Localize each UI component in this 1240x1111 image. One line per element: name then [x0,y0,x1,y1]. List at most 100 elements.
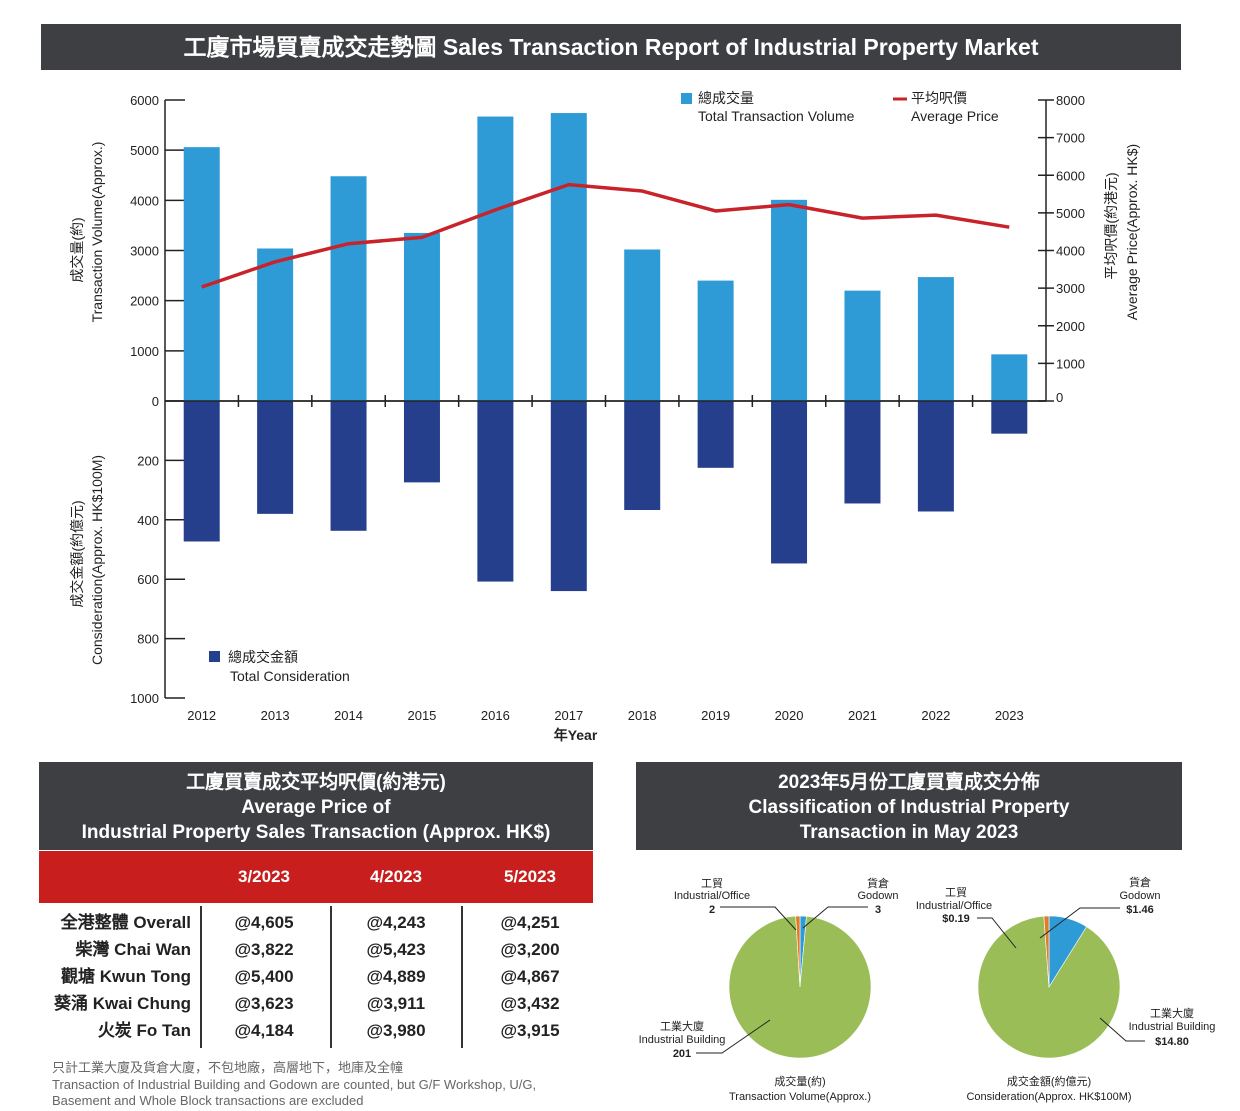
pie-value: 2 [709,904,715,916]
chart-title: 工廈市場買賣成交走勢圖 Sales Transaction Report of … [41,24,1181,70]
classification-title-en1: Classification of Industrial Property [748,797,1070,818]
legend-swatch-consideration [209,651,220,662]
price-cell: @4,243 [366,913,426,932]
x-tick-label: 2021 [848,708,877,723]
bar-volume [257,248,294,401]
y-tick-label: 600 [137,572,159,587]
pie-title-en: Transaction Volume(Approx.) [729,1091,871,1103]
bar-consideration [330,401,367,531]
legend-swatch-volume [681,93,692,104]
x-tick-label: 2019 [701,708,730,723]
bar-consideration [403,401,440,483]
y-tick-label: 0 [152,394,159,409]
table-row: 柴灣 Chai Wan @3,822 @5,423 @3,200 [39,936,593,963]
price-cell: @3,980 [366,1021,426,1040]
y-tick-label: 2000 [130,294,159,309]
pie-label-zh: 貨倉 [1129,875,1151,889]
district-name: 柴灣 Chai Wan [75,940,191,959]
bar-consideration [477,401,514,582]
x-tick-label: 2014 [334,708,363,723]
price-cell: @3,432 [500,994,560,1013]
pie-slice [795,915,801,988]
table-row: 葵涌 Kwai Chung @3,623 @3,911 @3,432 [39,990,593,1017]
pie-label-zh: 工貿 [945,886,967,899]
y-tick-label: 800 [137,632,159,647]
bar-volume [624,249,661,401]
district-name: 觀塘 Kwun Tong [61,967,191,986]
legend-price-zh: 平均呎價 [911,90,967,106]
footnote-zh: 只計工業大廈及貨倉大廈，不包地廠，高層地下，地庫及全幢 [52,1060,404,1075]
price-table-title-en1: Average Price of [241,797,391,818]
pie-value: $14.80 [1155,1036,1189,1048]
line-average-price [201,182,1010,289]
bar-consideration [991,401,1028,434]
column-divider [200,906,202,1048]
bar-volume [697,280,734,401]
y-tick-label: 200 [137,453,159,468]
column-header: 3/2023 [238,867,290,886]
price-cell: @3,623 [234,994,294,1013]
pie-label-zh: 工業大廈 [1150,1006,1194,1020]
pie-value: 201 [673,1048,691,1060]
price-cell: @3,822 [234,940,294,959]
y-tick-label: 5000 [130,143,159,158]
x-tick-label: 2015 [407,708,436,723]
x-tick-label: 2016 [481,708,510,723]
price-cell: @3,200 [500,940,560,959]
bar-volume [477,116,514,402]
bar-volume [771,199,808,401]
bar-consideration [917,401,954,512]
x-tick-label: 2017 [554,708,583,723]
classification-title: 2023年5月份工廈買賣成交分佈 Classification of Indus… [636,762,1182,850]
price-cell: @4,184 [234,1021,294,1040]
pie-leader [1039,907,1120,939]
x-tick-label: 2013 [261,708,290,723]
pie-label-en: Industrial Building [639,1034,726,1046]
bar-consideration [771,401,808,564]
bar-volume [403,232,440,401]
column-divider [330,906,332,1048]
bar-consideration [257,401,294,514]
pie-label-en: Industrial/Office [916,900,992,912]
legend-volume-en: Total Transaction Volume [698,108,855,124]
y-right-title-en: Average Price(Approx. HK$) [1124,144,1140,320]
bar-consideration [550,401,587,592]
y-right-tick-label: 5000 [1056,206,1085,221]
district-name: 葵涌 Kwai Chung [54,994,191,1013]
pie-leader [977,917,1017,949]
pie-leader [720,906,797,931]
pie-label-en: Godown [1120,890,1161,902]
y-bottom-title-zh: 成交金額(約億元) [69,500,85,607]
pie-label-en: Godown [858,890,899,902]
table-row: 火炭 Fo Tan @4,184 @3,980 @3,915 [39,1017,593,1044]
district-name: 火炭 Fo Tan [97,1021,191,1040]
y-tick-label: 6000 [130,93,159,108]
column-divider [461,906,463,1048]
pie-slice [728,915,872,1059]
pie-title-zh: 成交量(約) [774,1074,825,1088]
legend-consideration-zh: 總成交金額 [228,649,298,665]
bar-consideration [844,401,881,504]
price-table-title: 工廈買賣成交平均呎價(約港元) Average Price of Industr… [39,762,593,850]
price-cell: @5,400 [234,967,294,986]
pie-value: 3 [875,904,881,916]
price-cell: @5,423 [366,940,426,959]
y-tick-label: 4000 [130,193,159,208]
price-cell: @4,251 [500,913,560,932]
legend-price-en: Average Price [911,108,999,124]
x-tick-label: 2012 [187,708,216,723]
y-right-tick-label: 3000 [1056,281,1085,296]
pie-title-zh: 成交金額(約億元) [1007,1074,1091,1088]
x-tick-label: 2018 [628,708,657,723]
price-table-title-zh: 工廈買賣成交平均呎價(約港元) [186,772,446,793]
bar-volume [183,147,220,401]
y-right-title-zh: 平均呎價(約港元) [1103,172,1119,279]
footnote-en2: Basement and Whole Block transactions ar… [52,1093,364,1108]
pie-value: $0.19 [942,913,970,925]
y-tick-label: 400 [137,513,159,528]
table-footnote: 只計工業大廈及貨倉大廈，不包地廠，高層地下，地庫及全幢 Transaction … [52,1060,612,1110]
legend-volume-zh: 總成交量 [698,90,754,106]
price-table-header: 3/2023 4/2023 5/2023 [39,851,593,903]
pie-label-zh: 工貿 [701,877,723,890]
y-right-tick-label: 0 [1056,390,1063,405]
